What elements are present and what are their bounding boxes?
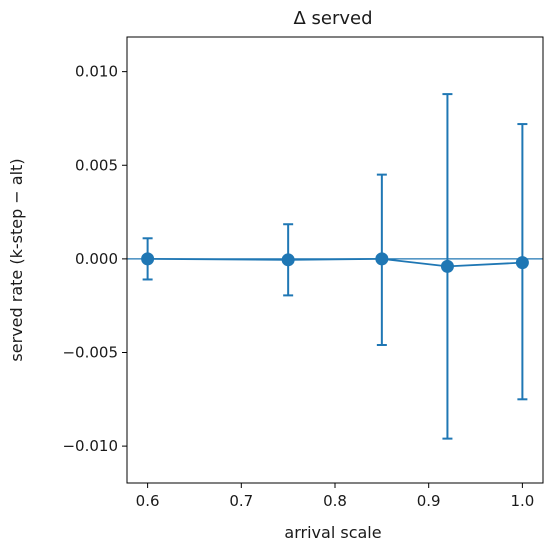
series-line [147,257,523,268]
data-point [141,252,155,266]
y-axis-label: served rate (k-step − alt) [7,158,26,361]
x-axis: 0.6 0.7 0.8 0.9 1.0 [136,483,534,510]
data-point [281,253,295,267]
x-axis-label: arrival scale [284,523,381,542]
y-tick-label: −0.005 [62,343,118,361]
x-tick-label: 0.6 [136,492,160,510]
x-tick-label: 0.9 [417,492,441,510]
data-point [440,259,454,273]
data-point [515,256,529,270]
x-tick-label: 0.8 [323,492,347,510]
data-point [375,252,389,266]
y-tick-label: 0.010 [75,63,118,81]
y-tick-label: −0.010 [62,437,118,455]
y-axis: 0.010 0.005 0.000 −0.005 −0.010 [62,63,127,455]
x-tick-label: 1.0 [510,492,534,510]
y-tick-label: 0.000 [75,250,118,268]
x-tick-label: 0.7 [229,492,253,510]
plot-content [127,93,543,440]
y-tick-label: 0.005 [75,156,118,174]
chart-title: Δ served [293,8,372,29]
